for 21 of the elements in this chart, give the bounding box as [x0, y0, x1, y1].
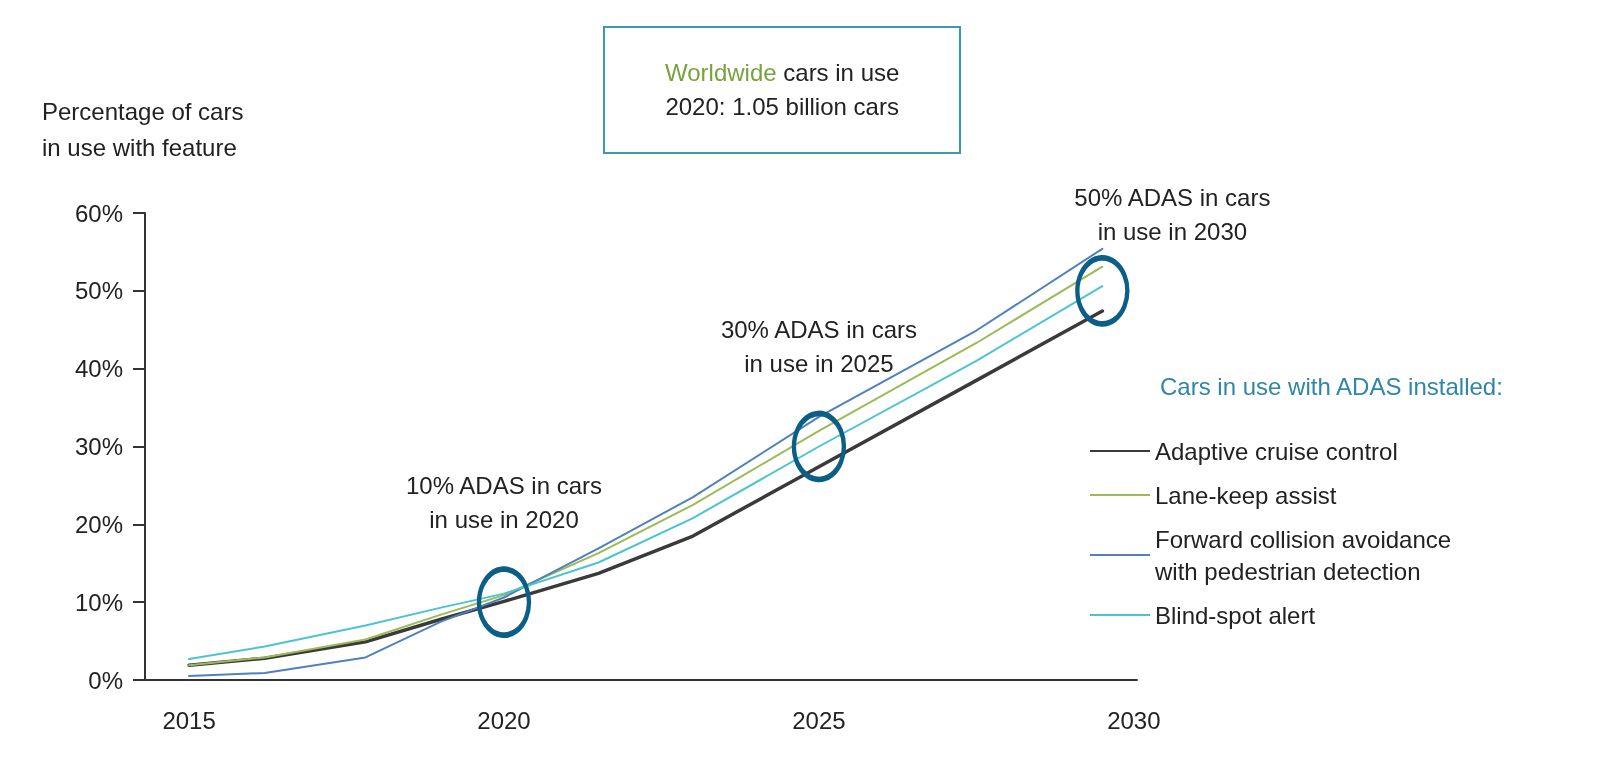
y-tick-label: 40%: [74, 355, 123, 383]
text: Worldwide cars in use 2020: 1.05 billion cars: [603, 26, 962, 154]
x-tick-label: 2015: [162, 706, 216, 734]
x-tick-label: 2020: [477, 706, 531, 734]
x-tick-label: 2025: [792, 706, 846, 734]
annotation: 50% ADAS in cars in use in 2030: [1074, 184, 1271, 246]
legend-label: Blind-spot alert: [1155, 601, 1316, 629]
y-tick-label: 50%: [74, 277, 123, 305]
legend-title: Cars in use with ADAS installed:: [1160, 372, 1503, 402]
annotation: 30% ADAS in cars in use in 2025: [720, 316, 917, 378]
y-tick-label: 10%: [74, 588, 123, 616]
x-tick-label: 2030: [1107, 706, 1161, 734]
y-tick-label: 30%: [74, 433, 123, 460]
legend-label: Forward collision avoidance with pedestrian detection: [1154, 525, 1452, 585]
legend-label: Lane-keep assist: [1155, 481, 1337, 509]
y-tick-label: 20%: [74, 510, 123, 538]
y-tick-label: 60%: [74, 199, 123, 227]
annotation: 10% ADAS in cars in use in 2020: [405, 471, 603, 533]
y-axis-title: Percentage of cars in use with feature: [42, 97, 244, 161]
y-tick-label: 0%: [88, 666, 123, 694]
legend-label: Adaptive cruise control: [1155, 437, 1398, 465]
